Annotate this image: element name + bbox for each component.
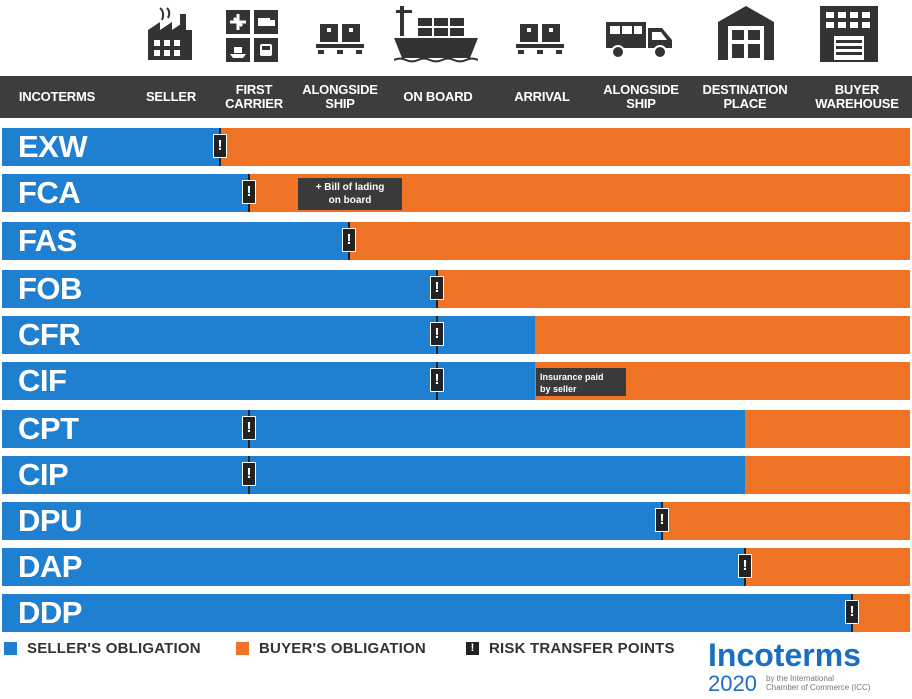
incoterm-row-dpu: DPU! [0,502,912,540]
seller-obligation-bar [2,362,535,400]
seller-obligation-bar [2,594,852,632]
header-first-carrier: FIRST CARRIER [225,82,283,111]
incoterm-code: CIF [18,363,67,398]
risk-marker-icon: ! [242,416,256,440]
header-seller: SELLER [145,89,197,104]
incoterm-code: EXW [18,129,88,164]
incoterm-row-cpt: CPT! [0,410,912,448]
incoterm-code: FAS [18,223,77,258]
header-alongside-ship-destination: ALONGSIDE SHIP [603,82,679,111]
incoterm-row-cfr: CFR! [0,316,912,354]
legend-buyer-label: BUYER'S OBLIGATION [259,639,426,657]
warehouse-icon [718,6,774,60]
seller-obligation-bar [2,174,249,212]
header-on-board: ON BOARD [403,89,473,104]
factory-icon [148,7,192,60]
seller-obligation-bar [2,222,349,260]
header-arrival: ARRIVAL [514,89,570,104]
header-buyer-warehouse: BUYER WAREHOUSE [815,82,899,111]
seller-obligation-bar [2,456,745,494]
header-band: INCOTERMS SELLER FIRST CARRIER ALONGSIDE… [0,76,912,118]
risk-marker-icon: ! [242,462,256,486]
transport-modes-icon [226,10,278,62]
row-note: + Bill of lading on board [298,178,402,210]
incoterm-code: CIP [18,457,69,492]
legend-risk-label: RISK TRANSFER POINTS [489,639,675,657]
stage-icon-row [0,0,912,72]
incoterm-row-ddp: DDP! [0,594,912,632]
buyer-obligation-bar [745,456,910,494]
cargo-ship-icon [394,6,478,63]
header-incoterms: INCOTERMS [18,89,96,104]
header-destination-place: DESTINATION PLACE [702,82,788,111]
office-building-icon [820,6,878,62]
seller-obligation-bar [2,548,745,586]
header-alongside-ship: ALONGSIDE SHIP [302,82,378,111]
seller-obligation-bar [2,410,745,448]
risk-marker-icon: ! [845,600,859,624]
incoterm-code: DPU [18,503,82,538]
buyer-obligation-bar [535,316,910,354]
incoterm-row-cif: CIF! Insurance paid by seller [0,362,912,400]
buyer-obligation-bar [349,222,910,260]
buyer-swatch [236,641,249,655]
risk-marker-icon: ! [466,641,479,655]
buyer-obligation-bar [852,594,910,632]
incoterm-row-dap: DAP! [0,548,912,586]
buyer-obligation-bar [662,502,910,540]
risk-marker-icon: ! [242,180,256,204]
logo-byline-1: by the International [766,674,834,683]
legend-seller: SELLER'S OBLIGATION [4,638,201,658]
seller-obligation-bar [2,316,535,354]
incoterm-code: CFR [18,317,81,352]
logo-brand: Incoterms [708,637,861,673]
incoterm-row-fas: FAS! [0,222,912,260]
logo-byline-2: Chamber of Commerce (ICC) [766,683,871,692]
legend-buyer: BUYER'S OBLIGATION [236,638,426,658]
pallet-icon [316,24,364,54]
incoterm-code: DDP [18,595,82,630]
legend-risk: ! RISK TRANSFER POINTS [466,638,675,658]
risk-marker-icon: ! [213,134,227,158]
buyer-obligation-bar [745,548,910,586]
risk-marker-icon: ! [655,508,669,532]
buyer-obligation-bar [437,270,910,308]
incoterm-row-cip: CIP! [0,456,912,494]
incoterm-code: FOB [18,271,82,306]
incoterm-row-fob: FOB! [0,270,912,308]
seller-obligation-bar [2,128,220,166]
incoterm-code: FCA [18,175,81,210]
risk-marker-icon: ! [430,276,444,300]
seller-obligation-bar [2,502,662,540]
risk-marker-icon: ! [430,368,444,392]
legend-seller-label: SELLER'S OBLIGATION [27,639,201,657]
risk-marker-icon: ! [430,322,444,346]
risk-marker-icon: ! [738,554,752,578]
buyer-obligation-bar [220,128,910,166]
buyer-obligation-bar [745,410,910,448]
incoterm-row-exw: EXW! [0,128,912,166]
seller-obligation-bar [2,270,437,308]
row-note: Insurance paid by seller [536,368,626,396]
risk-marker-icon: ! [342,228,356,252]
pallet-icon [516,24,564,54]
incoterm-code: CPT [18,411,79,446]
seller-swatch [4,641,17,655]
incoterms-2020-logo: Incoterms 2020 by the International Cham… [708,636,912,696]
logo-year: 2020 [708,671,757,694]
incoterm-row-fca: FCA! + Bill of lading on board [0,174,912,212]
delivery-truck-icon [606,22,672,59]
incoterm-code: DAP [18,549,82,584]
